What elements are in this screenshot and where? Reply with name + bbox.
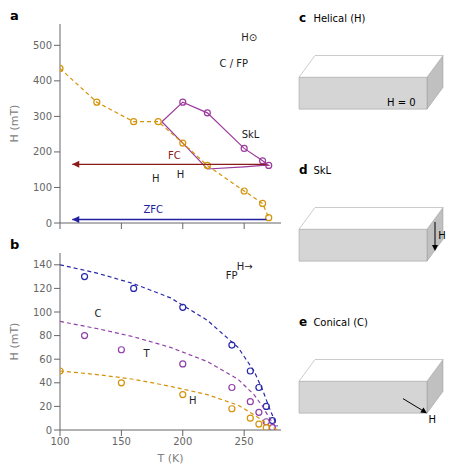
svg-text:60: 60 — [39, 354, 52, 365]
svg-text:H: H — [429, 414, 437, 425]
svg-text:SkL: SkL — [313, 165, 331, 176]
svg-text:FC: FC — [168, 150, 181, 161]
svg-text:200: 200 — [33, 146, 52, 157]
svg-text:Helical (H): Helical (H) — [313, 13, 365, 24]
svg-text:H = 0: H = 0 — [387, 97, 416, 108]
svg-text:T (K): T (K) — [156, 452, 183, 465]
svg-text:H: H — [152, 173, 160, 184]
svg-text:Conical (C): Conical (C) — [313, 317, 368, 328]
svg-text:C / FP: C / FP — [220, 58, 249, 69]
svg-text:c: c — [299, 11, 306, 25]
svg-text:H→: H→ — [237, 261, 253, 272]
svg-text:H: H — [438, 230, 446, 241]
svg-text:140: 140 — [33, 259, 52, 270]
svg-text:H (mT): H (mT) — [8, 105, 21, 143]
svg-text:H (mT): H (mT) — [8, 323, 21, 361]
svg-text:100: 100 — [33, 307, 52, 318]
svg-text:500: 500 — [33, 40, 52, 51]
svg-text:SkL: SkL — [242, 129, 260, 140]
svg-text:100: 100 — [33, 182, 52, 193]
svg-text:100: 100 — [50, 436, 69, 447]
svg-text:H: H — [177, 169, 185, 180]
svg-text:80: 80 — [39, 330, 52, 341]
svg-text:300: 300 — [33, 111, 52, 122]
svg-text:d: d — [299, 163, 308, 177]
svg-text:0: 0 — [46, 425, 52, 436]
svg-text:150: 150 — [112, 436, 131, 447]
html-text:b: b — [10, 237, 20, 252]
svg-text:H⊙: H⊙ — [241, 32, 257, 43]
svg-text:40: 40 — [39, 377, 52, 388]
svg-text:e: e — [299, 315, 307, 329]
svg-text:20: 20 — [39, 401, 52, 412]
html-text:a: a — [10, 8, 19, 23]
svg-text:FP: FP — [226, 270, 238, 281]
svg-text:ZFC: ZFC — [143, 204, 163, 215]
svg-text:120: 120 — [33, 283, 52, 294]
svg-text:T: T — [142, 348, 150, 359]
svg-text:400: 400 — [33, 75, 52, 86]
svg-text:H: H — [189, 395, 197, 406]
svg-text:C: C — [94, 308, 101, 319]
svg-text:250: 250 — [235, 436, 254, 447]
svg-text:0: 0 — [46, 218, 52, 229]
svg-text:200: 200 — [173, 436, 192, 447]
